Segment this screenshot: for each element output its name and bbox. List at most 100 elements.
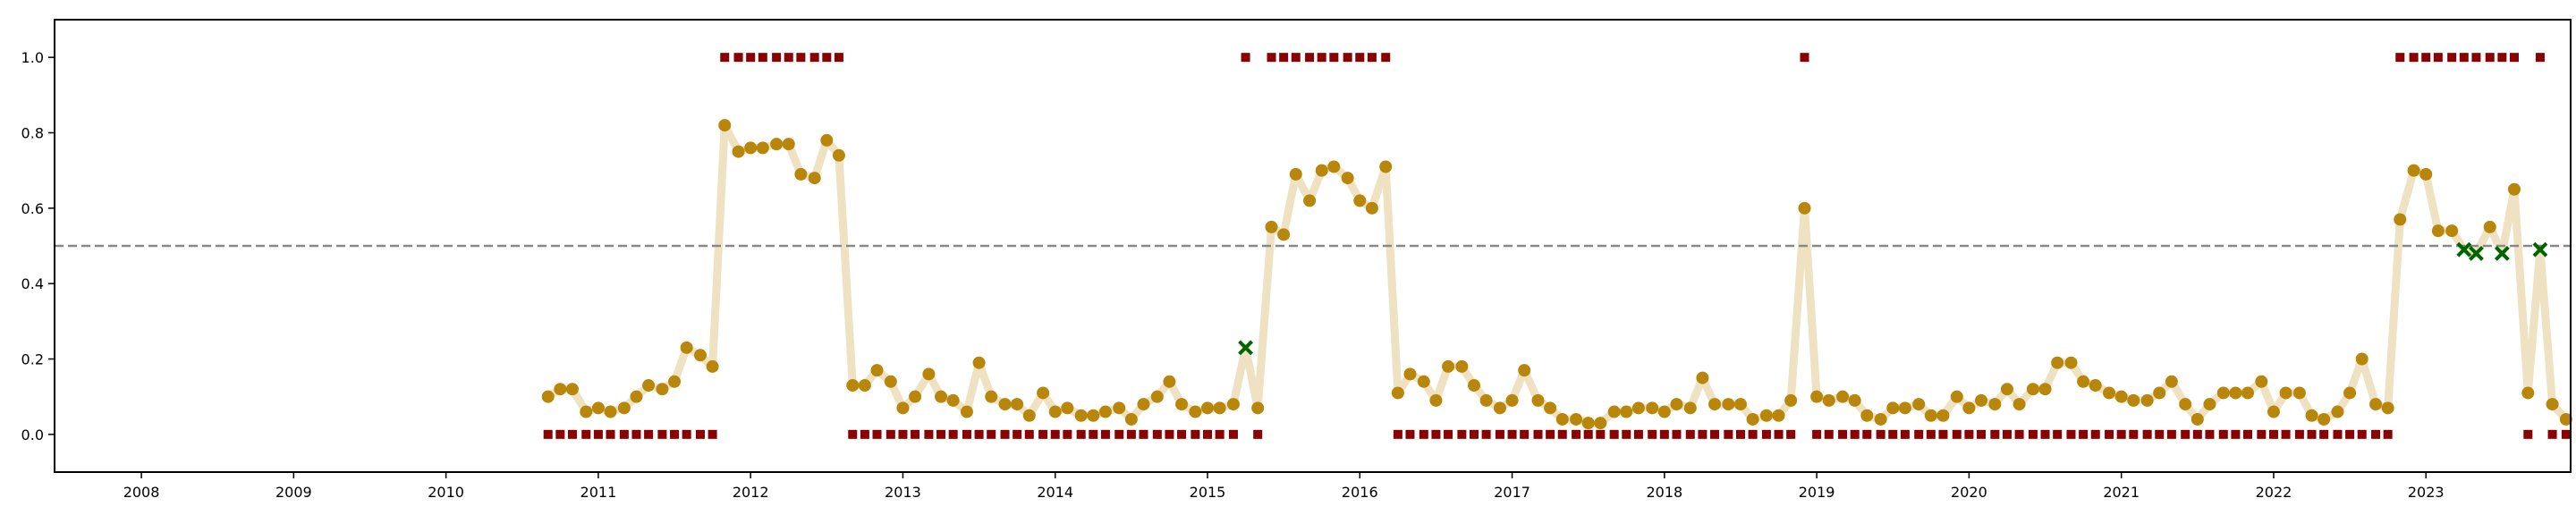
square-marker [2090, 429, 2100, 439]
circle-marker [541, 390, 555, 403]
square-marker [1050, 429, 1060, 439]
square-marker [1977, 429, 1987, 439]
circle-marker [782, 138, 795, 151]
circle-marker [1037, 386, 1050, 400]
circle-marker [1657, 405, 1671, 418]
square-marker [772, 53, 782, 63]
square-marker [1812, 429, 1822, 439]
square-marker [2116, 429, 2126, 439]
square-marker [593, 429, 603, 439]
circle-marker [1493, 401, 1506, 415]
square-marker [2257, 429, 2267, 439]
circle-marker [1950, 390, 1963, 403]
square-marker [1786, 429, 1796, 439]
circle-marker [1022, 409, 1036, 422]
circle-marker [922, 367, 936, 381]
square-marker [1507, 429, 1517, 439]
square-marker [1533, 429, 1543, 439]
circle-marker [1124, 412, 1138, 426]
square-marker [1381, 53, 1391, 63]
square-marker [1431, 429, 1441, 439]
square-marker [2307, 429, 2317, 439]
square-marker [1761, 429, 1771, 439]
square-marker [822, 53, 832, 63]
circle-marker [1479, 393, 1493, 407]
square-marker [2294, 429, 2304, 439]
square-marker [962, 429, 971, 439]
square-marker [1648, 429, 1657, 439]
square-marker [1735, 429, 1745, 439]
x-tick-label: 2021 [2103, 484, 2140, 501]
circle-marker [2127, 393, 2140, 407]
square-marker [2243, 429, 2253, 439]
square-marker [1900, 429, 1910, 439]
square-marker [1914, 429, 1924, 439]
circle-marker [2381, 401, 2394, 415]
square-marker [1964, 429, 1974, 439]
square-marker [1557, 429, 1567, 439]
x-tick-label: 2015 [1190, 484, 1226, 501]
x-tick-label: 2009 [275, 484, 312, 501]
square-marker [2395, 53, 2405, 63]
circle-marker [580, 405, 593, 418]
square-marker [1253, 429, 1263, 439]
square-marker [2509, 53, 2519, 63]
circle-series [541, 119, 2572, 430]
circle-marker [2012, 398, 2026, 411]
circle-marker [1189, 405, 1202, 418]
x-tick-label: 2013 [885, 484, 921, 501]
y-tick-label: 0.4 [21, 275, 44, 292]
square-marker [1355, 53, 1365, 63]
square-marker [898, 429, 908, 439]
circle-marker [1836, 390, 1850, 403]
square-marker [2066, 429, 2076, 439]
square-marker [2155, 429, 2165, 439]
x-tick-label: 2014 [1037, 484, 1073, 501]
circle-marker [1531, 393, 1545, 407]
circle-marker [2369, 398, 2383, 411]
square-marker [682, 429, 691, 439]
square-marker [2523, 429, 2533, 439]
circle-marker [2089, 379, 2102, 393]
square-marker [1862, 429, 1872, 439]
circle-marker [630, 390, 643, 403]
cross-marker [2456, 241, 2472, 258]
circle-marker [718, 119, 732, 132]
square-marker [2105, 429, 2114, 439]
square-marker [834, 53, 843, 63]
circle-marker [2203, 398, 2216, 411]
circle-marker [2507, 182, 2521, 196]
circle-marker [1175, 398, 1189, 411]
circle-marker [2394, 213, 2407, 226]
square-marker [2129, 429, 2139, 439]
circle-marker [1442, 359, 1455, 373]
circle-marker [1784, 393, 1798, 407]
circle-marker [2114, 390, 2128, 403]
square-marker [911, 429, 920, 439]
square-marker [1838, 429, 1848, 439]
x-tick-label: 2008 [123, 484, 160, 501]
cross-series [1238, 241, 2548, 356]
square-marker [872, 429, 882, 439]
circle-marker [1226, 398, 1240, 411]
circle-marker [972, 356, 986, 369]
x-tick-label: 2022 [2256, 484, 2292, 501]
x-tick-label: 2023 [2408, 484, 2445, 501]
circle-marker [2216, 386, 2230, 400]
circle-marker [1391, 386, 1404, 400]
square-marker [1724, 429, 1733, 439]
circle-marker [1113, 401, 1126, 415]
circle-marker [1213, 401, 1226, 415]
circle-marker [2343, 386, 2357, 400]
circle-marker [1708, 398, 1722, 411]
cross-marker [2469, 246, 2484, 261]
square-marker [619, 429, 629, 439]
square-marker [987, 429, 996, 439]
circle-marker [870, 364, 884, 377]
circle-marker [935, 390, 948, 403]
circle-marker [946, 393, 960, 407]
circle-marker [1277, 228, 1291, 241]
circle-marker [668, 375, 682, 388]
circle-marker [2026, 383, 2039, 396]
circle-marker [2255, 375, 2268, 388]
